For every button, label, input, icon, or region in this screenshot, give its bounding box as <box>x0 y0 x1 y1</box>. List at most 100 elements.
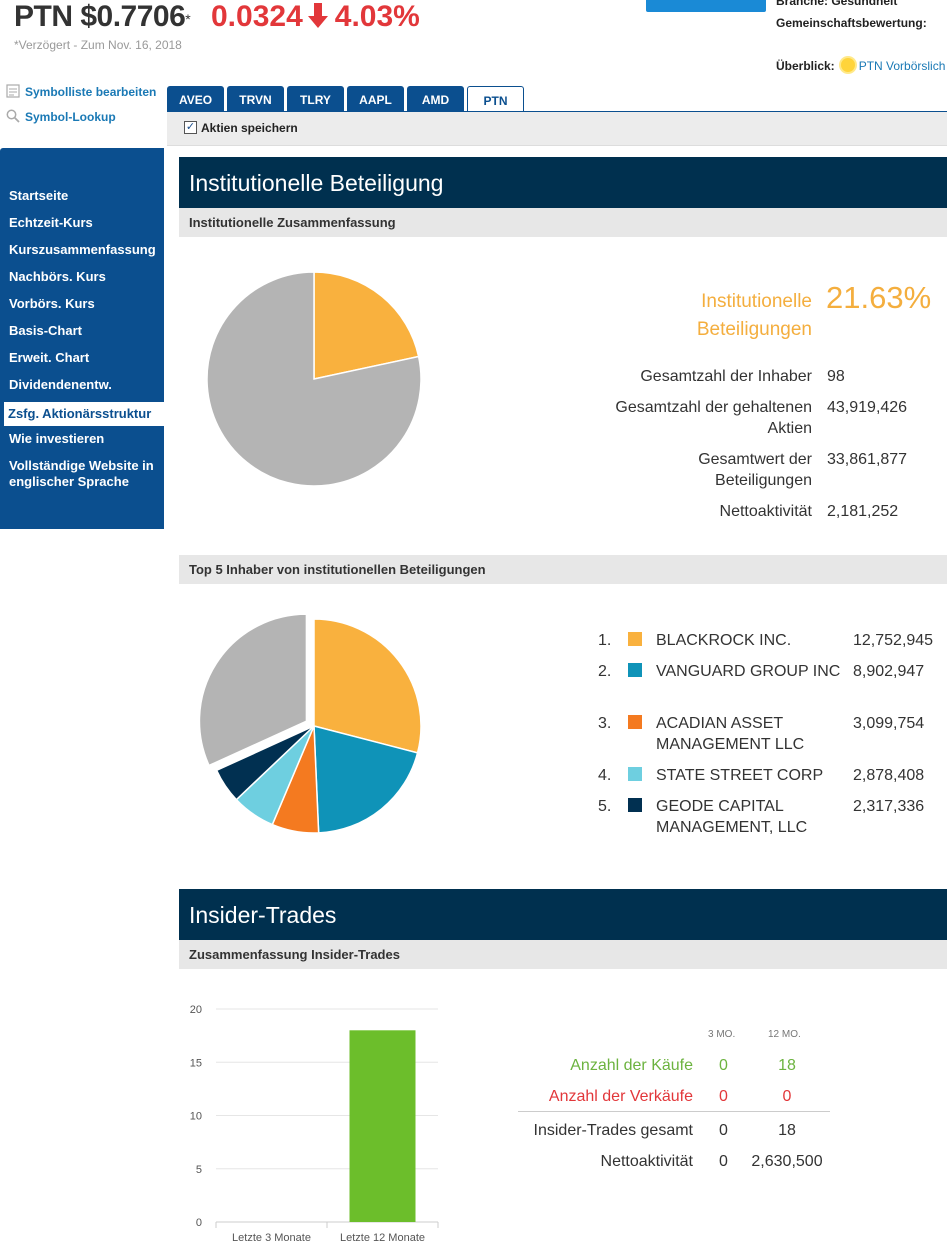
y-tick-label: 0 <box>196 1217 202 1229</box>
legend-swatch <box>628 632 642 646</box>
y-tick-label: 5 <box>196 1164 202 1176</box>
col-header-3m: 3 MO. <box>708 1029 736 1040</box>
insider-3m-value: 0 <box>719 1057 728 1074</box>
pie-slice <box>206 271 422 487</box>
holder-name: GEODE CAPITAL MANAGEMENT, LLC <box>656 798 808 836</box>
tab-amd[interactable]: AMD <box>407 86 464 112</box>
insider-row-label: Anzahl der Käufe <box>570 1057 693 1074</box>
sidebar-item[interactable]: Wie investieren <box>9 431 105 446</box>
sidebar-item[interactable]: Dividendenentw. <box>9 377 112 392</box>
pie-slice <box>198 613 308 767</box>
top-action-button[interactable] <box>646 0 766 12</box>
holder-name: VANGUARD GROUP INC <box>656 663 841 680</box>
holder-name: BLACKROCK INC. <box>656 632 792 649</box>
y-tick-label: 15 <box>190 1057 202 1069</box>
insider-3m-value: 0 <box>719 1122 728 1139</box>
tab-divider <box>167 111 947 112</box>
sidebar-item[interactable]: Nachbörs. Kurs <box>9 269 106 284</box>
sidebar-item[interactable]: Zsfg. Aktionärsstruktur <box>4 402 164 426</box>
top5-pie-chart <box>198 613 422 834</box>
insider-bar-chart: 0 5 10 15 20 Letzte 3 Monate Letzte 12 Monate <box>190 1004 439 1244</box>
holder-shares: 2,317,336 <box>853 798 925 815</box>
insider-12m-value: 18 <box>778 1122 796 1139</box>
overview: Überblick: PTN Vorbörslich <box>776 56 945 73</box>
sidebar-item[interactable]: Startseite <box>9 188 69 203</box>
tab-tlry[interactable]: TLRY <box>287 86 344 112</box>
summary-value-shares: 43,919,426 <box>827 399 908 416</box>
summary-value-holders: 98 <box>827 368 845 385</box>
sidebar-item[interactable]: Kurszusammenfassung <box>9 242 156 257</box>
top5-header: Top 5 Inhaber von institutionellen Betei… <box>179 555 947 584</box>
search-icon <box>6 109 20 123</box>
save-stocks-label: Aktien speichern <box>201 121 298 135</box>
holder-rank: 3. <box>598 715 612 732</box>
symbol-lookup-link[interactable]: Symbol-Lookup <box>6 107 116 124</box>
delay-note: *Verzögert - Zum Nov. 16, 2018 <box>14 38 182 52</box>
summary-label: Nettoaktivität <box>719 503 812 520</box>
sidebar-item[interactable]: Vorbörs. Kurs <box>9 296 95 311</box>
tab-trvn[interactable]: TRVN <box>227 86 284 112</box>
tab-aapl[interactable]: AAPL <box>347 86 404 112</box>
tab-ptn[interactable]: PTN <box>467 86 524 112</box>
arrow-down-icon <box>307 3 328 28</box>
community-rating-label: Gemeinschaftsbewertung: <box>776 16 927 30</box>
save-stocks-checkbox[interactable]: ✓ <box>184 121 197 134</box>
overview-label: Überblick: <box>776 59 835 73</box>
sidebar-item[interactable]: Echtzeit-Kurs <box>9 215 93 230</box>
legend-swatch <box>628 798 642 812</box>
x-tick-label: Letzte 3 Monate <box>232 1232 311 1244</box>
edit-symbol-list-link[interactable]: Symbolliste bearbeiten <box>6 82 156 99</box>
insider-row-label: Nettoaktivität <box>600 1153 693 1170</box>
insider-summary-header: Zusammenfassung Insider-Trades <box>179 940 947 969</box>
insider-table-divider <box>518 1111 830 1112</box>
legend-swatch <box>628 663 642 677</box>
holder-name: ACADIAN ASSET MANAGEMENT LLC <box>656 715 805 753</box>
legend-swatch <box>628 767 642 781</box>
sidebar-nav: Startseite Echtzeit-Kurs Kurszusammenfassu… <box>0 148 164 529</box>
institutional-summary-header: Institutionelle Zusammenfassung <box>179 208 947 237</box>
pie-slice <box>313 271 420 380</box>
insider-12m-value: 2,630,500 <box>751 1153 823 1170</box>
y-tick-label: 10 <box>190 1111 202 1123</box>
holder-rank: 5. <box>598 798 612 815</box>
pie-slice <box>313 725 419 834</box>
summary-value-net: 2,181,252 <box>827 503 899 520</box>
legend-swatch <box>628 715 642 729</box>
symbol: PTN <box>14 0 73 33</box>
holder-shares: 3,099,754 <box>853 715 925 732</box>
sidebar-item[interactable]: Vollständige Website in englischer Sprac… <box>9 458 154 489</box>
holder-rank: 1. <box>598 632 612 649</box>
insider-row-label: Insider-Trades gesamt <box>533 1122 693 1139</box>
symbol-lookup-label: Symbol-Lookup <box>25 110 116 124</box>
premarket-link[interactable]: PTN Vorbörslich <box>858 59 946 73</box>
save-stocks-bar: ✓ Aktien speichern <box>167 112 947 146</box>
institutional-holdings-label: Institutionelle Beteiligungen <box>696 291 812 340</box>
change-percent: 4.03% <box>334 0 420 33</box>
sidebar-item[interactable]: Erweit. Chart <box>9 350 90 365</box>
x-tick-label: Letzte 12 Monate <box>340 1232 425 1244</box>
edit-list-icon <box>6 84 20 98</box>
insider-3m-value: 0 <box>719 1088 728 1105</box>
tab-aveo[interactable]: AVEO <box>167 86 224 112</box>
change-value: 0.0324 <box>211 0 303 33</box>
sidebar-item[interactable]: Basis-Chart <box>9 323 82 338</box>
summary-label: Gesamtzahl der gehaltenen Aktien <box>615 399 812 437</box>
insider-3m-value: 0 <box>719 1153 728 1170</box>
pie-slice <box>215 725 315 801</box>
institutional-pie-chart <box>206 271 422 487</box>
insider-12m-value: 0 <box>782 1088 792 1105</box>
insider-12m-value: 18 <box>778 1057 796 1074</box>
insider-section-title: Insider-Trades <box>179 889 947 940</box>
symbol-tabs: AVEO TRVN TLRY AAPL AMD PTN <box>167 86 527 112</box>
sun-icon <box>840 58 855 72</box>
summary-value-value: 33,861,877 <box>827 451 908 468</box>
bar <box>349 1030 416 1222</box>
pie-slice <box>313 618 422 754</box>
institutional-section-title: Institutionelle Beteiligung <box>179 157 947 208</box>
edit-list-label: Symbolliste bearbeiten <box>25 85 157 99</box>
institutional-holdings-percent: 21.63% <box>826 280 932 315</box>
delay-asterisk: * <box>185 11 191 27</box>
holder-shares: 12,752,945 <box>853 632 934 649</box>
y-tick-label: 20 <box>190 1004 202 1016</box>
price-change: 0.0324 4.03% <box>211 0 420 34</box>
